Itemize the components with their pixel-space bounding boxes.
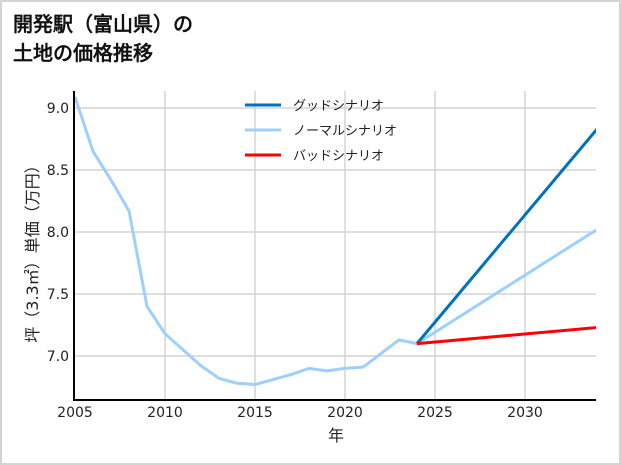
y-tick-label: 8.5 (47, 163, 69, 179)
series-line (416, 326, 596, 346)
y-tick-label: 8.0 (47, 225, 69, 241)
y-tick-label: 9.0 (47, 101, 69, 117)
x-tick-label: 2025 (417, 405, 453, 421)
chart-title-line1: 開発駅（富山県）の (13, 12, 193, 36)
chart-title: 開発駅（富山県）の 土地の価格推移 (13, 10, 193, 68)
legend-label: バッドシナリオ (293, 149, 384, 164)
series-line (75, 96, 596, 387)
y-tick-label: 7.5 (47, 287, 69, 303)
x-tick-label: 2020 (327, 405, 363, 421)
y-axis-label: 坪（3.3㎡）単価（万円） (23, 157, 42, 342)
series-line (415, 128, 596, 345)
y-tick-label: 7.0 (47, 349, 69, 365)
x-tick-label: 2010 (147, 405, 183, 421)
chart-title-line2: 土地の価格推移 (13, 41, 153, 65)
legend-label: グッドシナリオ (293, 99, 384, 114)
x-tick-label: 2030 (507, 405, 543, 421)
x-tick-label: 2015 (237, 405, 273, 421)
x-axis-label: 年 (328, 426, 344, 445)
x-tick-label: 2005 (57, 405, 93, 421)
legend-label: ノーマルシナリオ (293, 124, 397, 139)
